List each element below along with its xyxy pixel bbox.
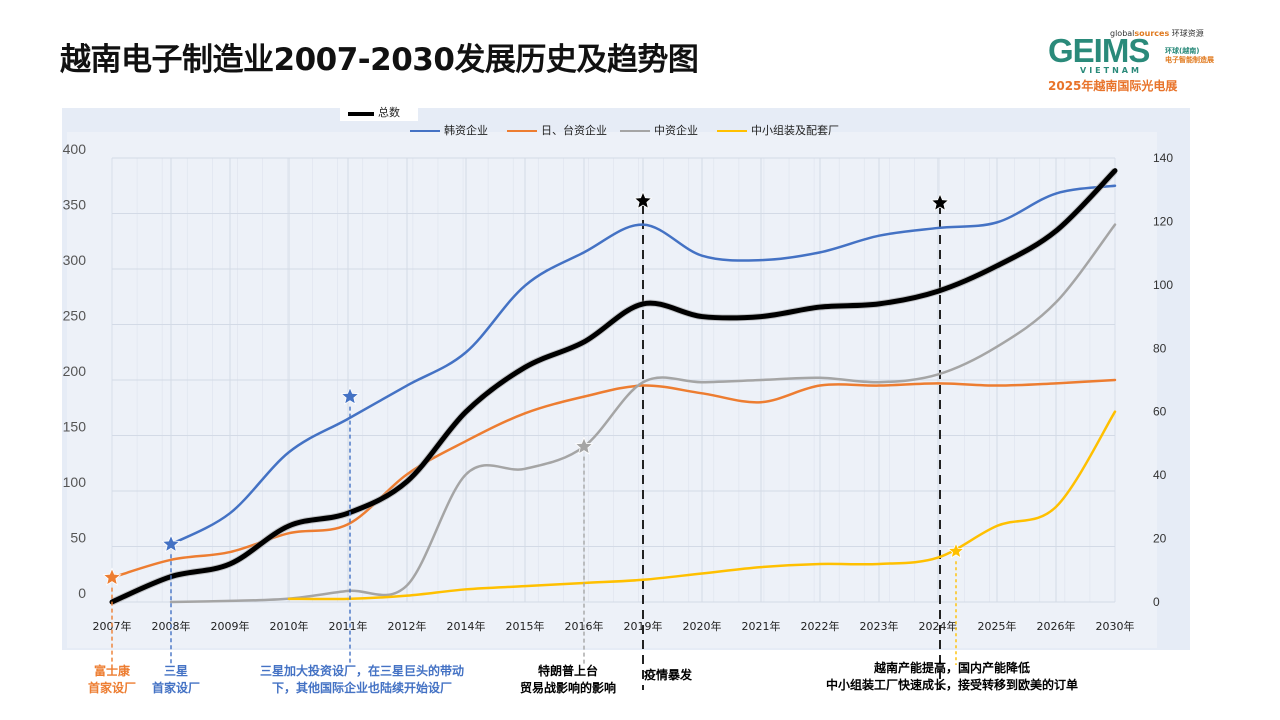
- y-left-tick-label: 250: [63, 308, 87, 324]
- global-sources-mark: globalsources 环球资源: [1110, 29, 1204, 38]
- page-title: 越南电子制造业2007-2030发展历史及趋势图: [60, 42, 699, 78]
- annotation-samsung-expand: 三星加大投资设厂，在三星巨头的带动 下，其他国际企业也陆续开始设厂: [259, 664, 464, 695]
- x-tick-label: 2009年: [211, 619, 250, 633]
- expo-title: 2025年越南国际光电展: [1048, 79, 1178, 93]
- legend-swatch: [507, 130, 537, 132]
- legend-label: 总数: [378, 106, 400, 119]
- annotation-samsung: 三星 首家设厂: [151, 664, 200, 695]
- x-tick-label: 2022年: [801, 619, 840, 633]
- y-left-tick-label: 0: [78, 585, 86, 601]
- legend-label: 中小组装及配套厂: [751, 124, 839, 137]
- y-right-tick-label: 100: [1153, 278, 1173, 292]
- legend-swatch: [620, 130, 650, 132]
- x-tick-label: 2015年: [506, 619, 545, 633]
- y-left-tick-label: 400: [63, 141, 87, 157]
- marker-star-icon: [340, 386, 360, 405]
- x-tick-label: 2030年: [1096, 619, 1135, 633]
- series-line-日、台资企业: [110, 378, 1117, 579]
- marker-star-icon: [102, 567, 122, 586]
- geims-brand: GEIMS: [1048, 32, 1150, 69]
- y-left-tick-label: 350: [63, 197, 87, 213]
- y-left-tick-label: 200: [63, 363, 87, 379]
- x-tick-label: 2014年: [447, 619, 486, 633]
- series-line-中小组装及配套厂: [287, 410, 1117, 601]
- annotation-covid: 疫情暴发: [643, 668, 692, 682]
- x-tick-label: 2020年: [683, 619, 722, 633]
- series-line-韩资企业: [169, 184, 1117, 546]
- y-left-tick-label: 150: [63, 419, 87, 435]
- y-right-tick-label: 20: [1153, 532, 1167, 546]
- y-left-tick-label: 300: [63, 252, 87, 268]
- y-right-tick-label: 40: [1153, 468, 1167, 482]
- x-tick-label: 2010年: [270, 619, 309, 633]
- x-tick-label: 2025年: [978, 619, 1017, 633]
- legend-label: 韩资企业: [444, 124, 488, 137]
- geims-sub-2: 电子智能制造展: [1165, 56, 1214, 64]
- y-right-tick-label: 120: [1153, 214, 1173, 228]
- x-tick-label: 2026年: [1037, 619, 1076, 633]
- annotation-capacity: 越南产能提高，国内产能降低 中小组装工厂快速成长，接受转移到欧美的订单: [825, 661, 1078, 692]
- marker-star-icon: [574, 436, 594, 455]
- annotation-fujitsu: 富士康 首家设厂: [87, 664, 136, 695]
- legend-total-box: [340, 103, 418, 121]
- series-line-total: [109, 168, 1118, 605]
- geims-country: VIETNAM: [1080, 66, 1142, 75]
- geims-logo: globalsources 环球资源 GEIMS VIETNAM 环球(越南) …: [1040, 22, 1250, 94]
- y-right-tick-label: 80: [1153, 341, 1167, 355]
- y-left-tick-label: 50: [70, 530, 86, 546]
- marker-star-icon: [947, 542, 965, 559]
- x-tick-label: 2023年: [860, 619, 899, 633]
- marker-star-icon: [161, 534, 181, 553]
- series-line-中资企业: [169, 223, 1117, 604]
- marker-star-icon: [930, 192, 950, 212]
- annotation-trump: 特朗普上台 贸易战影响的影响: [519, 664, 616, 695]
- geims-sub-1: 环球(越南): [1165, 47, 1200, 55]
- x-tick-label: 2012年: [388, 619, 427, 633]
- legend-swatch: [410, 130, 440, 132]
- y-right-tick-label: 0: [1153, 595, 1160, 609]
- x-tick-label: 2024年: [919, 619, 958, 633]
- legend-label: 日、台资企业: [541, 124, 607, 137]
- y-left-tick-label: 100: [63, 474, 87, 490]
- x-tick-label: 2011年: [329, 619, 368, 633]
- legend-swatch: [717, 130, 747, 132]
- marker-star-icon: [633, 190, 653, 210]
- legend-label: 中资企业: [654, 124, 698, 137]
- y-right-tick-label: 60: [1153, 405, 1167, 419]
- x-tick-label: 2021年: [742, 619, 781, 633]
- legend-swatch: [348, 112, 374, 116]
- y-right-tick-label: 140: [1153, 151, 1173, 165]
